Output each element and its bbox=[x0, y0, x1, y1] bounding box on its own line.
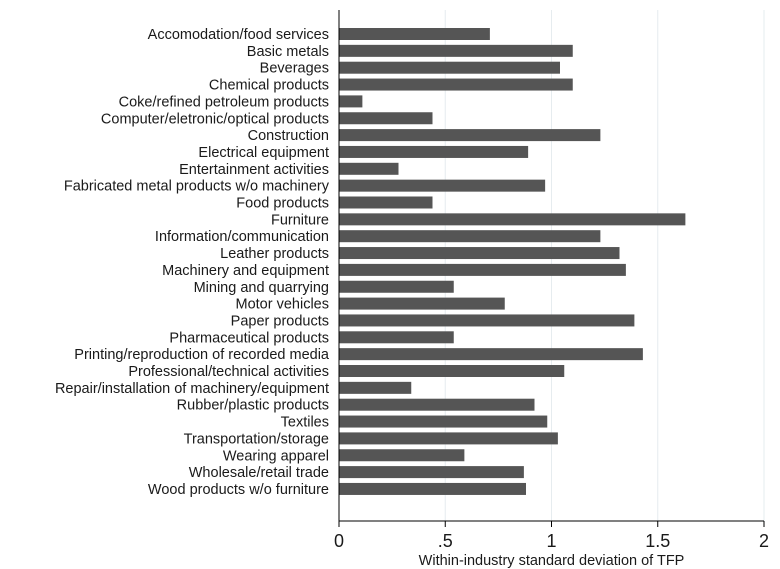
bar bbox=[339, 61, 560, 74]
bar bbox=[339, 263, 626, 276]
bar bbox=[339, 432, 558, 445]
category-label: Machinery and equipment bbox=[162, 263, 329, 279]
category-label: Computer/eletronic/optical products bbox=[101, 111, 329, 127]
x-axis-title: Within-industry standard deviation of TF… bbox=[419, 553, 685, 569]
category-label: Printing/reproduction of recorded media bbox=[74, 347, 330, 363]
x-tick-label: .5 bbox=[438, 531, 453, 551]
bar bbox=[339, 196, 433, 209]
category-label: Professional/technical activities bbox=[128, 364, 329, 380]
category-label: Transportation/storage bbox=[184, 431, 329, 447]
bar bbox=[339, 482, 526, 495]
bar bbox=[339, 365, 565, 377]
bar bbox=[339, 348, 643, 361]
bar bbox=[339, 449, 465, 462]
category-label: Wearing apparel bbox=[223, 448, 329, 464]
category-label: Wood products w/o furniture bbox=[148, 482, 329, 498]
x-axis-ticks: 0 .5 1 1.5 2 bbox=[334, 521, 769, 551]
category-label: Information/communication bbox=[155, 229, 329, 245]
bar bbox=[339, 179, 546, 192]
bar bbox=[339, 78, 573, 91]
category-label: Rubber/plastic products bbox=[177, 398, 329, 414]
category-label: Entertainment activities bbox=[179, 162, 329, 178]
bar bbox=[339, 381, 412, 394]
bar bbox=[339, 112, 433, 125]
bar bbox=[339, 331, 454, 344]
category-label: Textiles bbox=[281, 415, 329, 431]
category-label: Wholesale/retail trade bbox=[189, 465, 329, 481]
category-label: Accomodation/food services bbox=[148, 27, 329, 43]
bar bbox=[339, 213, 686, 226]
bar bbox=[339, 162, 399, 175]
category-label: Beverages bbox=[260, 61, 329, 77]
category-label: Basic metals bbox=[247, 44, 329, 60]
bar bbox=[339, 297, 505, 310]
category-label: Motor vehicles bbox=[236, 297, 329, 313]
bar bbox=[339, 466, 524, 479]
bar bbox=[339, 44, 573, 57]
x-tick-label: 2 bbox=[759, 531, 769, 551]
category-label: Repair/installation of machinery/equipme… bbox=[55, 381, 329, 397]
category-label: Paper products bbox=[231, 313, 329, 329]
bars bbox=[339, 28, 686, 495]
category-label: Mining and quarrying bbox=[194, 280, 329, 296]
category-label: Food products bbox=[236, 196, 329, 212]
bar bbox=[339, 415, 548, 428]
bar bbox=[339, 129, 601, 142]
x-tick-label: 0 bbox=[334, 531, 344, 551]
bar bbox=[339, 230, 601, 243]
x-tick-label: 1.5 bbox=[645, 531, 670, 551]
category-label: Fabricated metal products w/o machinery bbox=[64, 179, 330, 195]
bar bbox=[339, 398, 535, 411]
category-label: Construction bbox=[248, 128, 329, 144]
bar bbox=[339, 145, 529, 158]
bar bbox=[339, 280, 454, 293]
category-label: Pharmaceutical products bbox=[169, 330, 329, 346]
category-label: Chemical products bbox=[209, 78, 329, 94]
category-label: Leather products bbox=[220, 246, 329, 262]
x-tick-label: 1 bbox=[546, 531, 556, 551]
category-label: Coke/refined petroleum products bbox=[119, 94, 329, 110]
bar bbox=[339, 314, 635, 327]
category-label: Electrical equipment bbox=[198, 145, 329, 161]
bar bbox=[339, 247, 620, 260]
category-label: Furniture bbox=[271, 212, 329, 228]
bar bbox=[339, 28, 490, 40]
bar bbox=[339, 95, 363, 108]
